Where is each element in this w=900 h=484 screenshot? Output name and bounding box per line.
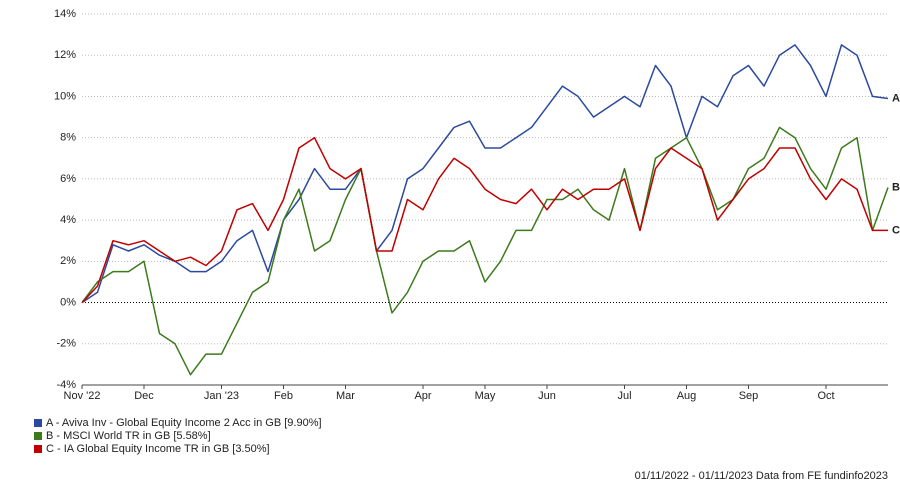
y-tick-label: 12%	[54, 49, 76, 61]
y-tick-label: 8%	[60, 132, 76, 144]
y-tick-label: 6%	[60, 173, 76, 185]
legend-label: B - MSCI World TR in GB [5.58%]	[46, 430, 211, 442]
legend-swatch	[34, 432, 42, 440]
legend-label: A - Aviva Inv - Global Equity Income 2 A…	[46, 417, 322, 429]
x-tick-label: Jun	[538, 390, 556, 402]
y-tick-label: 2%	[60, 255, 76, 267]
series-line	[81, 44, 889, 304]
x-tick-label: Jan '23	[204, 390, 239, 402]
y-tick-label: 0%	[60, 296, 76, 308]
x-tick-label: Nov '22	[64, 390, 101, 402]
x-tick-label: May	[475, 390, 496, 402]
end-label: C	[892, 224, 900, 236]
x-tick-label: Feb	[274, 390, 293, 402]
y-tick-label: -2%	[56, 338, 76, 350]
legend-swatch	[34, 445, 42, 453]
x-tick-label: Mar	[336, 390, 355, 402]
end-label: A	[892, 92, 900, 104]
end-label: B	[892, 181, 900, 193]
legend-label: C - IA Global Equity Income TR in GB [3.…	[46, 443, 270, 455]
legend-swatch	[34, 419, 42, 427]
y-tick-label: -4%	[56, 379, 76, 391]
x-tick-label: Sep	[739, 390, 759, 402]
x-tick-label: Dec	[134, 390, 154, 402]
y-tick-label: 4%	[60, 214, 76, 226]
x-tick-label: Oct	[817, 390, 834, 402]
footer: 01/11/2022 - 01/11/2023 Data from FE fun…	[635, 470, 888, 482]
x-tick-label: Jul	[617, 390, 631, 402]
series-line	[81, 126, 889, 376]
x-tick-label: Aug	[677, 390, 697, 402]
x-tick-label: Apr	[414, 390, 431, 402]
series-line	[81, 136, 888, 304]
y-tick-label: 14%	[54, 8, 76, 20]
y-tick-label: 10%	[54, 90, 76, 102]
